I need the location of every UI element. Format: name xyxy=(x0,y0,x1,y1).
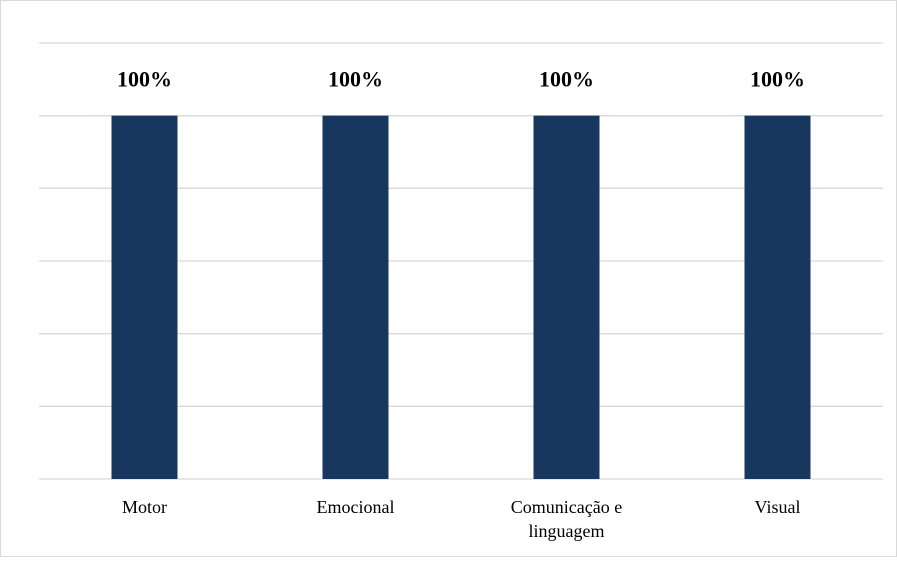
data-labels: 100% 100% 100% 100% xyxy=(117,67,805,92)
category-label-line: linguagem xyxy=(529,521,605,541)
category-label-line: Emocional xyxy=(317,497,395,517)
data-label: 100% xyxy=(750,67,805,92)
category-label-line: Motor xyxy=(122,497,167,517)
bar xyxy=(111,115,178,480)
data-label: 100% xyxy=(328,67,383,92)
category-label: Motor xyxy=(122,497,167,517)
bar-series xyxy=(111,115,811,480)
category-label-line: Comunicação e xyxy=(511,497,622,517)
bar xyxy=(533,115,600,480)
bar xyxy=(322,115,389,480)
category-label: Emocional xyxy=(317,497,395,517)
gridlines xyxy=(39,42,883,480)
category-label: Visual xyxy=(755,497,801,517)
category-label: Comunicação e linguagem xyxy=(511,497,622,541)
bar xyxy=(744,115,811,480)
data-label: 100% xyxy=(539,67,594,92)
category-label-line: Visual xyxy=(755,497,801,517)
data-label: 100% xyxy=(117,67,172,92)
category-labels: Motor Emocional Comunicação e linguagem Visu… xyxy=(122,497,800,541)
